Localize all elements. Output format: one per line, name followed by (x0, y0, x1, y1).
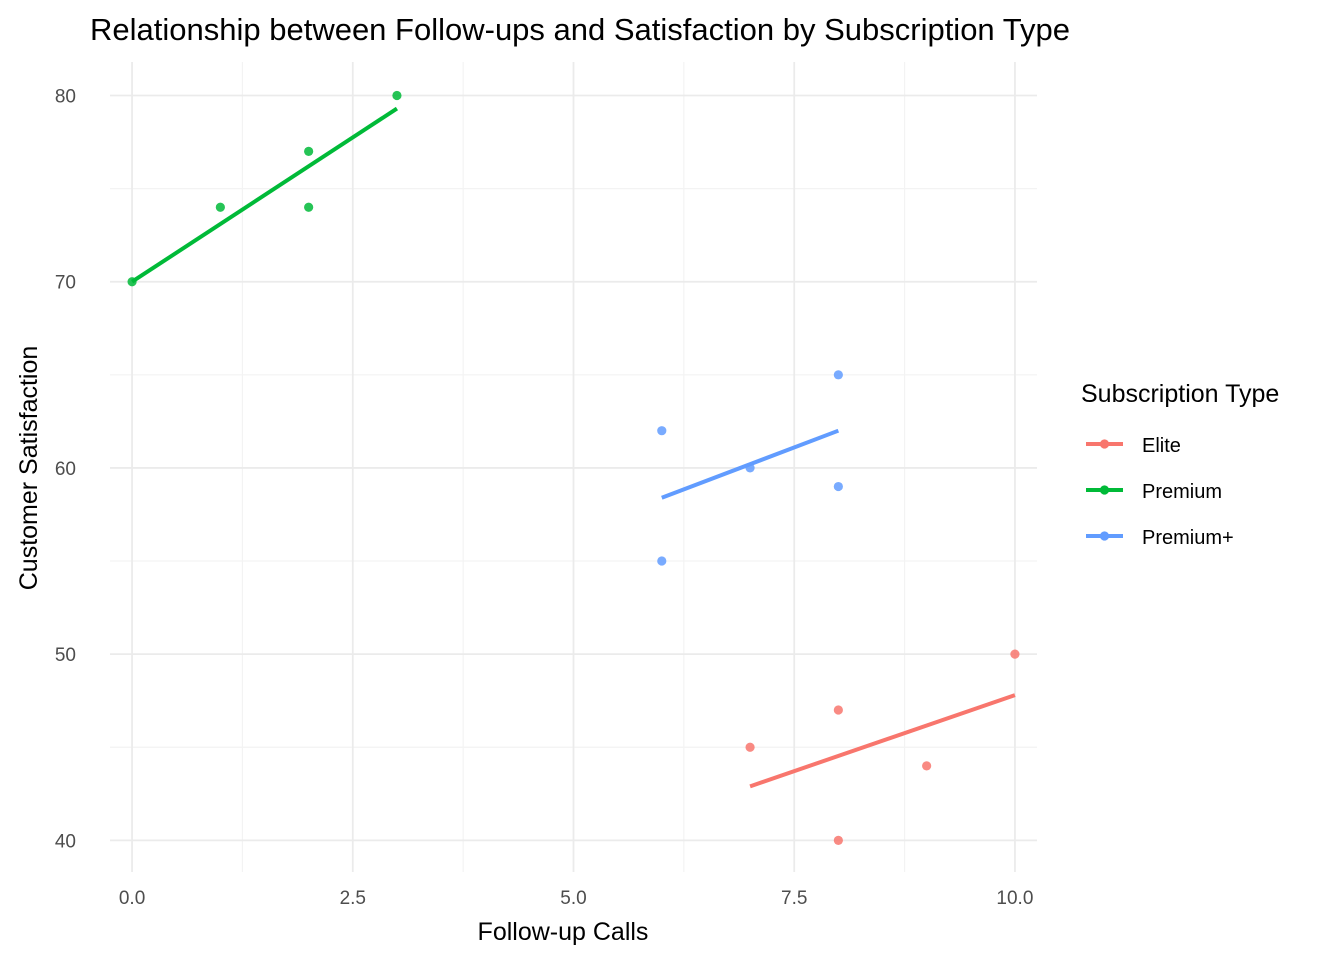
y-tick-label: 50 (55, 645, 76, 666)
x-tick-label: 0.0 (119, 888, 145, 909)
legend-title: Subscription Type (1081, 380, 1279, 408)
point-elite (1010, 649, 1020, 659)
x-axis-ticks: 0.0 2.5 5.0 7.5 10.0 (119, 888, 1034, 909)
x-axis-title: Follow-up Calls (478, 918, 649, 946)
y-tick-label: 80 (55, 87, 76, 108)
point-premium-plus (657, 556, 667, 566)
fit-line-premium (130, 106, 399, 284)
y-axis-title: Customer Satisfaction (15, 346, 43, 591)
data-points (127, 90, 1020, 845)
point-premium (215, 202, 225, 212)
major-gridlines (110, 62, 1037, 872)
y-tick-label: 70 (55, 273, 76, 294)
point-premium-plus (657, 426, 667, 436)
point-elite (833, 835, 843, 845)
point-elite (745, 742, 755, 752)
point-premium-plus (833, 481, 843, 492)
x-tick-label: 10.0 (996, 888, 1033, 909)
x-tick-label: 5.0 (560, 888, 586, 909)
legend-label-premium: Premium (1142, 481, 1222, 503)
point-premium (392, 90, 402, 101)
point-elite (833, 705, 843, 715)
legend-key-point-premium (1099, 485, 1110, 495)
x-tick-label: 7.5 (781, 888, 807, 909)
point-premium-plus (745, 463, 755, 473)
point-premium (304, 202, 314, 212)
y-axis-ticks: 40 50 60 70 80 (55, 87, 76, 853)
legend-items: Elite Premium Premium+ (1086, 435, 1234, 549)
point-elite (922, 761, 932, 771)
chart-title: Relationship between Follow-ups and Sati… (90, 12, 1070, 47)
x-tick-label: 2.5 (340, 888, 366, 909)
legend-label-premium-plus: Premium+ (1142, 527, 1234, 549)
legend-key-point-elite (1099, 439, 1110, 449)
point-premium (127, 277, 137, 287)
legend: Subscription Type Elite Premium Premium+ (1081, 380, 1279, 549)
fit-line-elite (749, 693, 1016, 789)
legend-key-point-premium-plus (1099, 531, 1110, 541)
point-premium (304, 146, 314, 156)
point-premium-plus (833, 370, 843, 380)
y-tick-label: 60 (55, 459, 76, 480)
legend-label-elite: Elite (1142, 435, 1181, 457)
y-tick-label: 40 (55, 831, 76, 852)
